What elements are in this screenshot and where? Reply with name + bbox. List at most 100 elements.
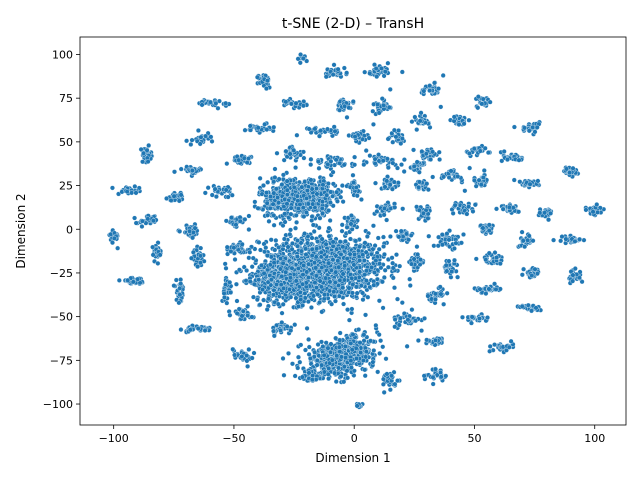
scatter-point (424, 337, 430, 343)
scatter-point (519, 303, 525, 309)
scatter-point (313, 265, 319, 271)
scatter-point (258, 247, 263, 253)
scatter-point (293, 165, 299, 171)
scatter-point (338, 373, 344, 379)
scatter-point (310, 222, 316, 228)
scatter-point (209, 138, 215, 144)
scatter-point (199, 102, 205, 108)
scatter-point (466, 117, 472, 123)
scatter-point (288, 101, 294, 107)
scatter-point (427, 88, 433, 94)
scatter-point (315, 291, 321, 297)
scatter-point (336, 264, 342, 270)
scatter-point (280, 260, 286, 266)
scatter-point (371, 282, 377, 288)
scatter-point (288, 328, 294, 334)
scatter-point (303, 209, 309, 215)
scatter-point (337, 239, 343, 245)
scatter-point (192, 225, 198, 231)
scatter-point (289, 246, 295, 252)
scatter-point (293, 212, 299, 218)
scatter-point (283, 269, 289, 275)
scatter-point (349, 306, 355, 312)
scatter-point (202, 328, 208, 333)
scatter-point (190, 235, 196, 241)
scatter-point (306, 275, 312, 281)
scatter-point (530, 124, 536, 130)
scatter-point (271, 213, 277, 218)
scatter-point (268, 237, 274, 243)
scatter-point (466, 204, 472, 210)
scatter-point (390, 265, 396, 271)
scatter-point (347, 236, 353, 242)
scatter-point (522, 125, 527, 131)
scatter-point (381, 274, 387, 280)
scatter-point (444, 231, 450, 237)
scatter-point (344, 70, 350, 76)
scatter-point (332, 294, 338, 299)
scatter-point (309, 253, 315, 259)
scatter-point (188, 255, 194, 261)
scatter-point (132, 184, 138, 189)
scatter-point (365, 294, 371, 300)
scatter-point (482, 145, 488, 151)
scatter-point (208, 99, 213, 105)
scatter-point (381, 389, 387, 395)
scatter-point (271, 260, 277, 266)
scatter-point (372, 160, 378, 166)
scatter-point (223, 187, 229, 193)
scatter-point (251, 281, 257, 287)
scatter-point (308, 162, 314, 168)
scatter-point (265, 253, 271, 259)
scatter-point (258, 262, 264, 268)
scatter-point (330, 169, 336, 175)
scatter-point (316, 165, 322, 171)
scatter-point (252, 199, 258, 205)
scatter-point (347, 251, 353, 257)
scatter-point (249, 314, 255, 320)
scatter-point (268, 277, 274, 283)
scatter-point (449, 269, 455, 274)
scatter-point (384, 178, 390, 184)
scatter-point (255, 125, 261, 131)
scatter-point (439, 242, 445, 248)
scatter-point (501, 149, 507, 154)
scatter-point (246, 346, 252, 352)
scatter-point (326, 208, 332, 214)
scatter-point (197, 253, 203, 259)
scatter-point (342, 103, 348, 109)
scatter-point (178, 192, 184, 198)
scatter-point (168, 197, 174, 203)
scatter-point (203, 133, 209, 139)
scatter-point (396, 322, 402, 328)
scatter-point (306, 344, 312, 350)
scatter-point (324, 192, 330, 198)
scatter-point (367, 153, 373, 159)
scatter-point (135, 276, 141, 282)
scatter-point (225, 194, 231, 200)
scatter-point (398, 228, 404, 234)
scatter-point (483, 257, 489, 263)
scatter-point (332, 280, 338, 286)
scatter-point (348, 221, 354, 227)
scatter-point (341, 301, 347, 307)
scatter-point (339, 222, 345, 228)
scatter-point (280, 301, 286, 307)
scatter-point (414, 159, 420, 165)
scatter-point (537, 210, 543, 216)
scatter-point (221, 290, 227, 296)
scatter-point (335, 258, 341, 264)
scatter-point (295, 238, 301, 244)
scatter-point (334, 198, 340, 204)
scatter-point (325, 371, 331, 377)
scatter-point (391, 127, 397, 133)
scatter-point (516, 157, 522, 163)
scatter-point (460, 314, 465, 320)
scatter-point (370, 359, 376, 365)
scatter-point (300, 281, 306, 287)
scatter-point (433, 366, 438, 372)
scatter-point (486, 286, 492, 292)
scatter-point (428, 157, 434, 162)
scatter-point (309, 377, 315, 383)
scatter-point (262, 121, 268, 127)
